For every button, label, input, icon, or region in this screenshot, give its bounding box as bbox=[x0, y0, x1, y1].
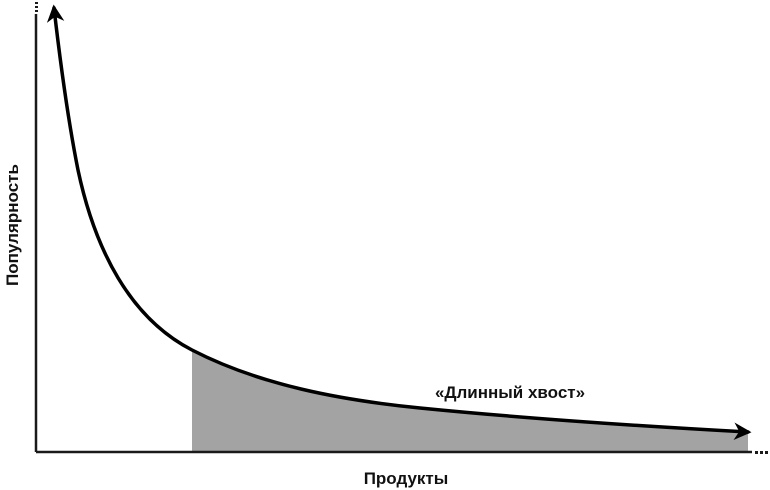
x-axis-ellipsis bbox=[755, 451, 768, 454]
popularity-curve bbox=[46, 4, 752, 440]
y-axis-ellipsis bbox=[35, 2, 38, 12]
tail-label: «Длинный хвост» bbox=[435, 383, 585, 402]
y-axis-label: Популярность bbox=[3, 164, 22, 286]
x-axis-label: Продукты bbox=[364, 469, 449, 488]
